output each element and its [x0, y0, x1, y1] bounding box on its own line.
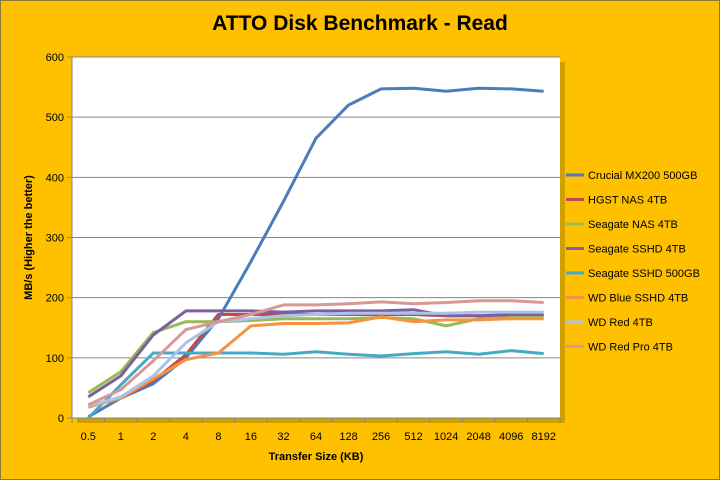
x-tick-label: 256	[372, 431, 390, 443]
series-line-wd-blue-sshd-4tb	[87, 315, 544, 409]
legend-label: Seagate SSHD 4TB	[588, 244, 686, 256]
series-line-seagate-sshd-500gb	[87, 349, 544, 420]
y-tick-label: 300	[46, 233, 64, 245]
legend-label: WD Red 4TB	[588, 317, 653, 329]
y-tick-label: 0	[58, 413, 64, 425]
x-tick-label: 128	[339, 431, 357, 443]
x-tick-label: 16	[245, 431, 257, 443]
x-tick-label: 2048	[466, 431, 490, 443]
x-tick-label: 1024	[434, 431, 458, 443]
y-tick-label: 400	[46, 172, 64, 184]
series-line-wd-red-pro-4tb	[87, 299, 544, 407]
y-tick-label: 600	[46, 52, 64, 64]
x-tick-label: 32	[277, 431, 289, 443]
x-tick-label: 1	[118, 431, 124, 443]
series-line-wd-red-4tb	[87, 310, 544, 408]
x-axis-label: Transfer Size (KB)	[269, 451, 364, 463]
x-tick-label: 8	[215, 431, 221, 443]
series-line-crucial-mx200-500gb	[87, 86, 544, 419]
y-tick-label: 500	[46, 112, 64, 124]
x-tick-label: 4	[183, 431, 189, 443]
x-tick-label: 64	[310, 431, 322, 443]
x-tick-label: 8192	[531, 431, 555, 443]
x-tick-label: 512	[404, 431, 422, 443]
legend-label: HGST NAS 4TB	[588, 195, 667, 207]
legend-label: WD Red Pro 4TB	[588, 342, 673, 354]
x-tick-label: 4096	[499, 431, 523, 443]
y-tick-label: 100	[46, 353, 64, 365]
chart-title: ATTO Disk Benchmark - Read	[212, 12, 508, 35]
legend-label: WD Blue SSHD 4TB	[588, 293, 688, 305]
legend-label: Seagate NAS 4TB	[588, 219, 678, 231]
x-tick-label: 2	[150, 431, 156, 443]
x-tick-label: 0.5	[81, 431, 96, 443]
y-axis-label: MB/s (Higher the better)	[23, 175, 35, 300]
legend-label: Seagate SSHD 500GB	[588, 268, 700, 280]
legend-label: Crucial MX200 500GB	[588, 170, 697, 182]
y-tick-label: 200	[46, 293, 64, 305]
series-line-seagate-sshd-4tb	[87, 308, 544, 399]
